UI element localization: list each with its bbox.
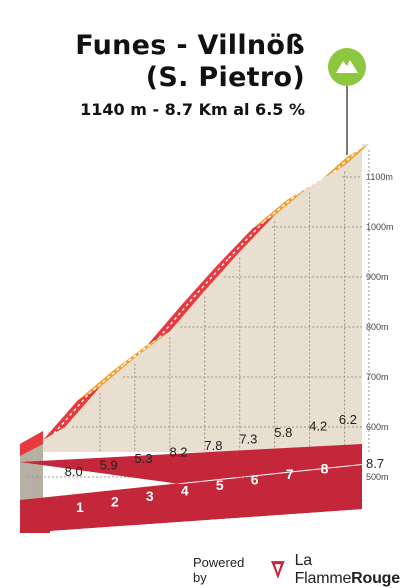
km-tick-label: 2 [111,494,119,510]
distance-base-corner [20,505,50,533]
profile-start-face [20,431,43,456]
profile-centerline [88,363,125,395]
y-tick-label: 1000m [366,222,394,232]
gradient-label: 8.2 [169,445,187,460]
profile-centerline [123,337,160,365]
gradient-label: 7.3 [239,432,257,447]
footer: Powered by La FlammeRouge [193,552,420,588]
gradient-label: 4.2 [309,419,327,434]
brand-name: La FlammeRouge [294,552,401,587]
gradient-label: 5.8 [274,425,292,440]
profile-segment-9 [322,144,369,179]
terrain-area [43,144,369,452]
y-tick-label: 900m [366,272,389,282]
elevation-profile-chart: 500m 600m 700m 800m 900m 1000m 1100m 8.0 5.9 5.3… [20,48,394,533]
climb-title-line2: (S. Pietro) [145,62,305,93]
gradient-label: 5.3 [135,451,153,466]
km-tick-label: 6 [251,472,259,488]
y-tick-label: 600m [366,422,389,432]
mountain-icon [336,60,358,73]
y-tick-label: 800m [366,322,389,332]
climb-subtitle: 1140 m - 8.7 Km al 6.5 % [80,100,305,119]
km-tick-label: 4 [181,483,189,499]
km-tick-label: 8 [321,461,329,477]
profile-centerline [53,393,90,434]
distance-base-strip-front [20,465,362,533]
gradient-label: 6.2 [339,412,357,427]
km-tick-label: 1 [76,499,84,515]
profile-segment-2 [77,357,135,401]
km-tick-label: 7 [286,466,294,482]
climb-title-line1: Funes - Villnöß [75,30,305,61]
profile-segment-7 [252,186,310,229]
profile-centerline [228,221,265,259]
flame-rouge-logo-icon [270,561,285,579]
gradient-label: 7.8 [204,438,222,453]
profile-segment-3 [112,331,170,371]
gradient-label: 5.9 [100,458,118,473]
distance-end-label: 8.7 [366,456,384,471]
profile-centerline [158,296,195,339]
y-tick-label: 1100m [366,172,393,182]
km-tick-label: 5 [216,477,224,493]
km-tick-label: 3 [146,488,154,504]
profile-centerline [193,257,230,298]
profile-centerline [298,171,334,194]
title-block: Funes - Villnöß (S. Pietro) 1140 m - 8.7… [75,30,305,119]
y-tick-label: 500m [366,472,389,482]
y-tick-label: 700m [366,372,389,382]
profile-centerline [263,192,300,223]
gradient-label: 8.0 [65,464,83,479]
